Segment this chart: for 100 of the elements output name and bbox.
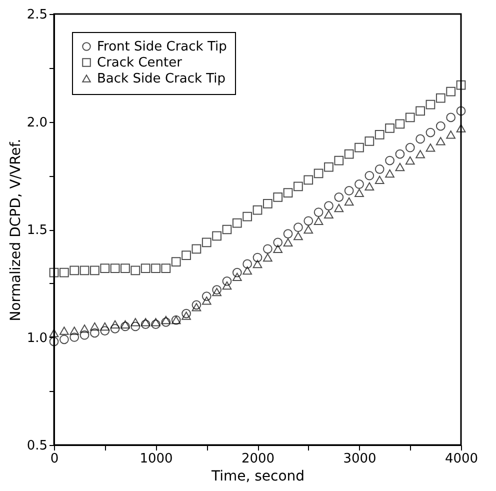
point	[262, 244, 272, 254]
point	[456, 124, 466, 132]
legend-label: Back Side Crack Tip	[97, 72, 226, 86]
point	[49, 336, 59, 346]
point	[426, 100, 436, 110]
point	[262, 253, 272, 262]
point	[212, 231, 222, 241]
point	[49, 268, 59, 278]
point	[140, 318, 150, 326]
point	[161, 317, 171, 327]
y-tick-label: 1.5	[26, 223, 48, 238]
point	[385, 169, 394, 178]
point	[232, 218, 242, 228]
point	[202, 292, 212, 301]
point	[242, 259, 252, 269]
point	[100, 326, 110, 336]
point	[385, 124, 394, 133]
x-axis-title: Time, second	[210, 468, 305, 484]
point	[416, 106, 425, 116]
point	[70, 326, 80, 335]
point	[151, 318, 160, 326]
point	[304, 175, 314, 185]
point	[80, 330, 90, 340]
point	[120, 322, 130, 332]
point	[294, 232, 303, 240]
point	[446, 86, 456, 96]
point	[90, 266, 100, 276]
point	[364, 170, 374, 180]
x-tick-label: 4000	[444, 452, 478, 466]
point	[364, 182, 374, 191]
y-axis-title: Normalized DCPD, V/VRef.	[8, 138, 24, 322]
point	[405, 156, 415, 165]
point	[334, 192, 344, 202]
point	[283, 229, 293, 238]
point	[395, 149, 405, 159]
point	[140, 264, 150, 273]
point	[354, 180, 364, 189]
point	[151, 320, 160, 329]
point	[294, 182, 303, 192]
point	[192, 302, 202, 312]
point	[416, 134, 425, 144]
point	[436, 121, 446, 131]
x-tick-label: 0	[50, 452, 59, 466]
point	[59, 334, 69, 344]
x-tick-label: 3000	[343, 452, 376, 466]
point	[232, 268, 242, 278]
point	[90, 328, 100, 338]
point	[70, 266, 80, 276]
point	[80, 324, 90, 333]
point	[314, 208, 324, 217]
point	[273, 244, 283, 254]
point	[232, 272, 242, 282]
point	[59, 326, 69, 335]
point	[242, 212, 252, 222]
point	[130, 318, 140, 326]
point	[222, 281, 232, 290]
point	[436, 93, 446, 103]
legend-label: Front Side Crack Tip	[97, 40, 227, 54]
point	[273, 238, 283, 248]
point	[456, 106, 466, 116]
point	[405, 142, 415, 152]
point	[242, 266, 252, 275]
point	[334, 156, 344, 166]
point	[426, 128, 436, 138]
point	[110, 320, 120, 328]
legend-label: Crack Center	[97, 56, 183, 70]
x-tick-label: 1000	[140, 452, 173, 466]
point	[456, 80, 466, 90]
point	[161, 316, 171, 324]
point	[202, 238, 212, 248]
point	[374, 130, 384, 140]
point	[304, 225, 314, 234]
point	[252, 260, 262, 268]
point	[212, 288, 222, 296]
point	[49, 328, 59, 338]
point	[110, 264, 120, 273]
point	[80, 266, 90, 276]
y-tick-label: 2.5	[26, 8, 48, 22]
point	[182, 308, 191, 318]
point	[324, 162, 334, 172]
point	[294, 222, 303, 232]
point	[436, 137, 446, 146]
point	[140, 320, 150, 329]
point	[374, 176, 384, 184]
point	[192, 244, 202, 254]
y-tick-label: 2.0	[26, 115, 48, 130]
point	[182, 312, 191, 320]
point	[130, 266, 140, 276]
point	[344, 186, 354, 196]
point	[283, 238, 293, 247]
y-tick-label: 1.0	[26, 330, 48, 346]
point	[324, 210, 334, 219]
point	[385, 156, 394, 166]
point	[120, 320, 130, 328]
point	[395, 162, 405, 172]
point	[252, 252, 262, 262]
point	[354, 188, 364, 197]
point	[374, 164, 384, 174]
point	[252, 205, 262, 215]
point	[344, 197, 354, 206]
